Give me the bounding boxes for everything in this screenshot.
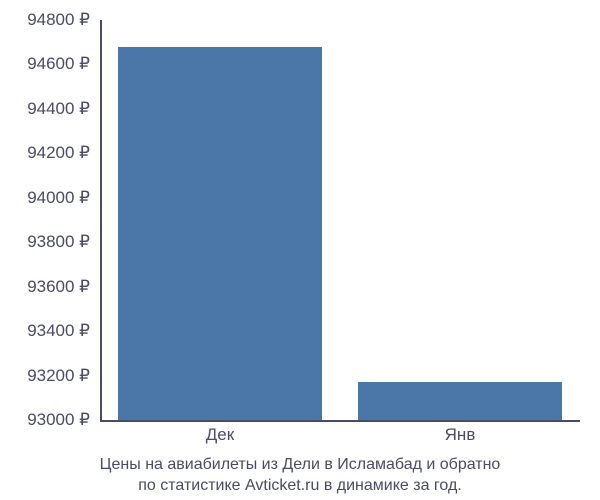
plot-area: [100, 20, 580, 420]
y-tick-label: 94200 ₽: [27, 143, 90, 163]
y-axis-line: [100, 20, 102, 420]
y-tick-label: 93600 ₽: [27, 277, 90, 297]
y-tick-label: 94600 ₽: [27, 54, 90, 74]
y-tick-label: 93000 ₽: [27, 410, 90, 430]
y-tick-label: 94800 ₽: [27, 10, 90, 30]
caption-line-1: Цены на авиабилеты из Дели в Исламабад и…: [0, 455, 600, 476]
y-axis-labels: 93000 ₽93200 ₽93400 ₽93600 ₽93800 ₽94000…: [0, 20, 95, 420]
caption-line-2: по статистике Avticket.ru в динамике за …: [0, 476, 600, 497]
bar: [118, 47, 322, 420]
price-chart: 93000 ₽ 93200 ₽ 93400 ₽ 93600 ₽ 93800 ₽ 94000…: [0, 0, 600, 500]
y-tick-label: 93400 ₽: [27, 321, 90, 341]
y-tick-label: 93800 ₽: [27, 232, 90, 252]
y-tick-label: 94000 ₽: [27, 188, 90, 208]
y-tick-label: 94400 ₽: [27, 99, 90, 119]
x-axis-line: [100, 420, 580, 422]
x-tick-label: Дек: [206, 425, 234, 445]
bar: [358, 382, 562, 420]
y-tick-label: 93200 ₽: [27, 366, 90, 386]
chart-caption: Цены на авиабилеты из Дели в Исламабад и…: [0, 455, 600, 497]
x-tick-label: Янв: [445, 425, 476, 445]
x-axis-labels: Дек Янв: [100, 425, 580, 450]
